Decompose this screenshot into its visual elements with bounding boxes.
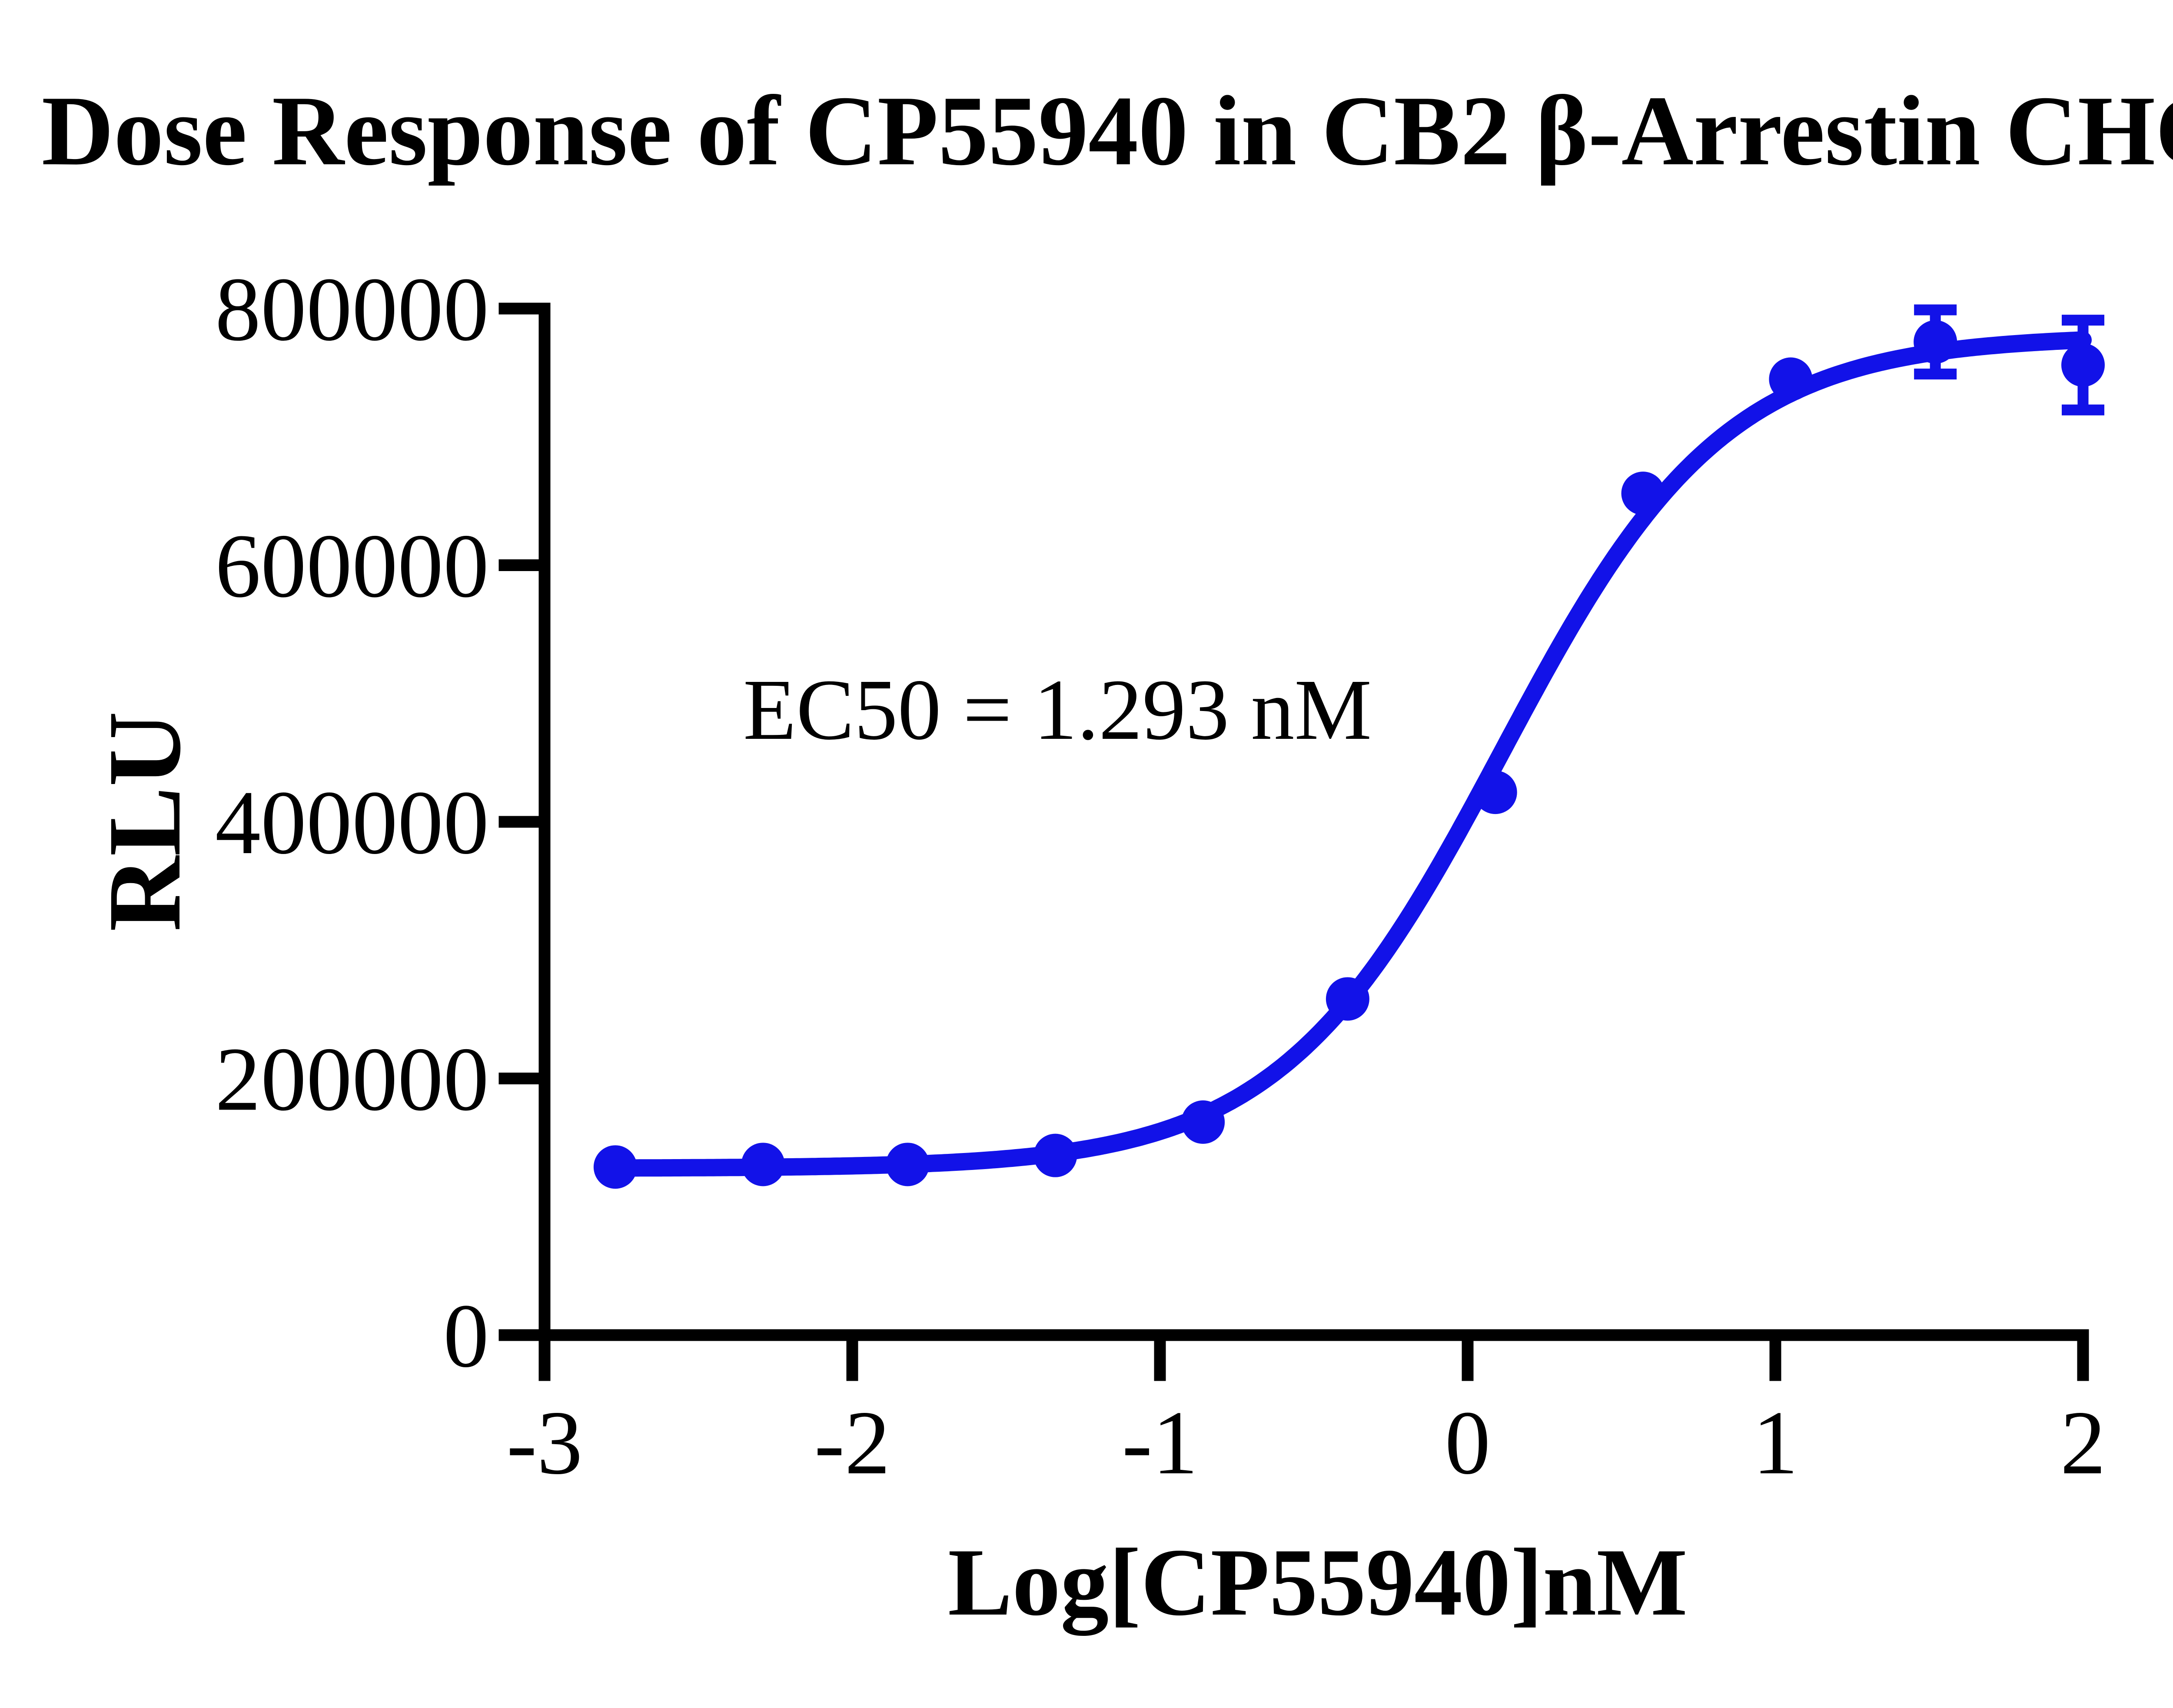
- x-tick-label: -2: [814, 1392, 890, 1493]
- axes: 0 200000 400000 600000 800000 -3 -2 -1 0 1 2: [215, 259, 2106, 1493]
- y-tick-label: 0: [443, 1286, 489, 1386]
- x-tick-label: 0: [1445, 1392, 1491, 1493]
- data-point-marker: [1473, 771, 1517, 814]
- data-point-marker: [1181, 1100, 1225, 1144]
- x-tick-label: 2: [2060, 1392, 2106, 1493]
- x-tick-label: -3: [507, 1392, 583, 1493]
- chart-title: Dose Response of CP55940 in CB2 β-Arrest…: [42, 75, 2173, 186]
- y-tick-label: 400000: [215, 772, 489, 873]
- data-points: [593, 320, 2105, 1189]
- data-point-marker: [1914, 320, 1957, 364]
- data-point-marker: [1621, 472, 1665, 515]
- data-point-marker: [2061, 343, 2105, 387]
- ec50-annotation: EC50 = 1.293 nM: [743, 662, 1372, 758]
- data-point-marker: [1033, 1133, 1077, 1177]
- y-axis-label: RLU: [86, 711, 202, 932]
- x-axis-label: Log[CP55940]nM: [948, 1529, 1688, 1636]
- y-tick-label: 800000: [215, 259, 489, 360]
- data-point-marker: [741, 1143, 785, 1186]
- data-point-marker: [1769, 357, 1813, 401]
- x-tick-label: 1: [1753, 1392, 1798, 1493]
- y-tick-label: 600000: [215, 516, 489, 617]
- data-point-marker: [593, 1145, 637, 1189]
- x-tick-label: -1: [1122, 1392, 1198, 1493]
- data-point-marker: [886, 1143, 930, 1186]
- y-tick-label: 200000: [215, 1029, 489, 1130]
- data-point-marker: [1326, 977, 1369, 1021]
